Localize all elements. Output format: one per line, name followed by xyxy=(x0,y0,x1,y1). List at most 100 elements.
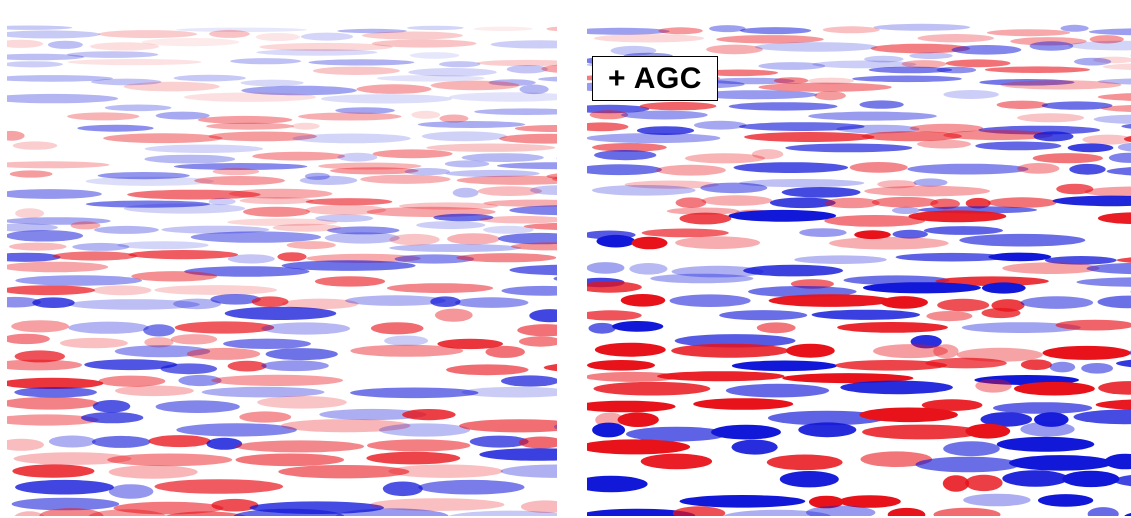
seismic-event xyxy=(173,298,222,310)
seismic-event xyxy=(698,69,778,77)
seismic-event xyxy=(131,271,218,282)
seismic-event xyxy=(945,59,1011,68)
seismic-event xyxy=(265,348,338,361)
seismic-event xyxy=(1017,113,1085,123)
seismic-event xyxy=(1081,363,1113,374)
seismic-event xyxy=(537,76,557,82)
seismic-event xyxy=(1074,57,1112,66)
seismic-event xyxy=(963,493,1031,507)
seismic-event xyxy=(409,52,460,59)
seismic-event xyxy=(299,175,358,185)
seismic-event xyxy=(81,412,144,424)
seismic-event xyxy=(975,379,1012,393)
seismic-event xyxy=(14,511,45,516)
seismic-event xyxy=(901,60,947,68)
seismic-event xyxy=(305,204,387,215)
seismic-event xyxy=(426,143,556,152)
seismic-event xyxy=(211,498,259,512)
seismic-event xyxy=(658,27,703,35)
seismic-event xyxy=(455,297,529,308)
seismic-event xyxy=(959,233,1086,247)
seismic-event xyxy=(1104,453,1131,470)
seismic-event xyxy=(277,252,307,262)
seismic-event xyxy=(1084,186,1131,198)
seismic-event xyxy=(873,23,971,31)
seismic-event xyxy=(910,335,942,349)
seismic-event xyxy=(1124,135,1131,143)
seismic-event xyxy=(459,419,557,433)
seismic-event xyxy=(384,335,429,346)
seismic-event xyxy=(593,34,704,43)
seismic-event xyxy=(517,324,557,337)
seismic-event xyxy=(873,344,948,359)
seismic-event xyxy=(543,364,557,372)
seismic-event xyxy=(1093,114,1131,124)
seismic-event xyxy=(72,242,130,251)
seismic-event xyxy=(7,333,50,345)
seismic-event xyxy=(589,110,629,120)
seismic-event xyxy=(445,169,540,178)
seismic-event xyxy=(1056,183,1094,195)
seismic-event xyxy=(39,508,104,516)
seismic-event xyxy=(483,225,534,234)
seismic-event xyxy=(587,439,691,455)
seismic-event xyxy=(291,122,320,130)
seismic-event xyxy=(808,111,937,121)
seismic-event xyxy=(519,84,549,95)
seismic-event xyxy=(479,448,557,461)
seismic-event xyxy=(7,39,44,48)
seismic-event xyxy=(610,45,657,56)
seismic-event xyxy=(695,90,818,100)
seismic-event xyxy=(485,345,525,358)
seismic-event xyxy=(11,497,120,511)
seismic-event xyxy=(711,424,781,440)
seismic-event xyxy=(880,296,928,309)
seismic-event xyxy=(389,233,440,246)
seismic-event xyxy=(657,371,785,382)
seismic-event xyxy=(620,294,666,307)
seismic-event xyxy=(553,424,557,430)
seismic-panel-before-agc xyxy=(7,12,557,516)
seismic-event xyxy=(366,451,461,465)
seismic-event xyxy=(7,285,95,296)
seismic-event xyxy=(48,435,96,448)
seismic-event xyxy=(92,285,152,296)
seismic-event xyxy=(402,409,456,421)
seismic-event xyxy=(367,439,471,452)
seismic-event xyxy=(693,398,794,410)
seismic-event xyxy=(7,93,119,104)
seismic-event xyxy=(286,241,336,250)
seismic-event xyxy=(1002,470,1069,487)
seismic-event xyxy=(975,141,1062,151)
seismic-event xyxy=(500,464,557,478)
seismic-event xyxy=(587,164,662,176)
seismic-event xyxy=(864,185,990,197)
seismic-event xyxy=(612,321,664,332)
seismic-event xyxy=(871,196,939,208)
seismic-event xyxy=(155,400,240,414)
seismic-event xyxy=(679,495,806,508)
seismic-event xyxy=(1060,24,1089,32)
seismic-event xyxy=(587,310,642,321)
seismic-event xyxy=(173,163,308,170)
seismic-event xyxy=(892,229,928,239)
seismic-event xyxy=(473,26,533,31)
seismic-event xyxy=(330,167,419,175)
seismic-event xyxy=(965,197,991,209)
seismic-event xyxy=(144,154,236,164)
seismic-event xyxy=(593,381,711,396)
seismic-event xyxy=(935,276,1049,287)
seismic-event xyxy=(509,264,557,276)
seismic-event xyxy=(1042,345,1131,360)
seismic-event xyxy=(127,189,261,200)
seismic-event xyxy=(68,299,200,310)
seismic-event xyxy=(852,75,962,83)
seismic-event xyxy=(684,153,765,164)
seismic-event xyxy=(206,437,243,450)
seismic-event xyxy=(97,172,190,180)
seismic-event xyxy=(769,197,836,209)
seismic-event xyxy=(1033,131,1074,142)
seismic-event xyxy=(1088,28,1131,36)
seismic-event xyxy=(476,59,557,67)
seismic-event xyxy=(13,452,132,465)
